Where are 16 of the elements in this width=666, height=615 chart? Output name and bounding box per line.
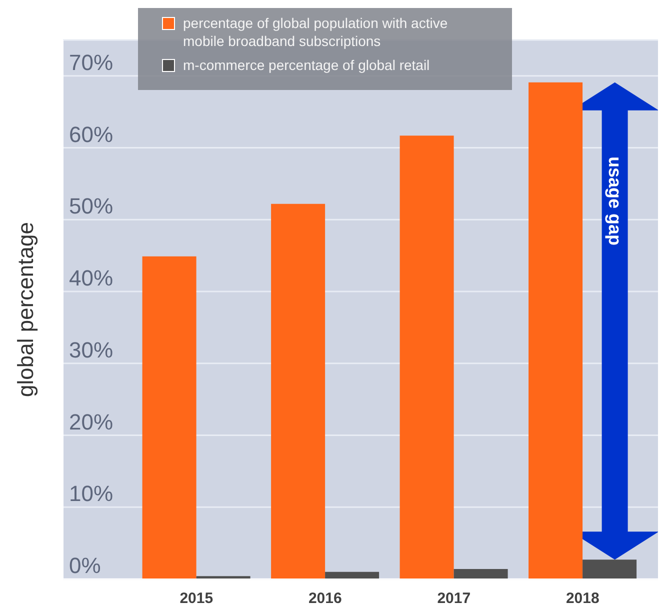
x-tick-label: 2016: [308, 590, 342, 607]
y-tick-label: 50%: [69, 194, 114, 219]
annotation: usage gap: [604, 156, 625, 246]
legend-label: percentage of global population with active mobile broadband subscriptions: [183, 14, 449, 50]
y-tick-label: 70%: [69, 50, 114, 75]
y-tick-label: 20%: [69, 409, 114, 434]
x-tick-label: 2017: [437, 590, 471, 607]
x-tick-label: 2015: [180, 590, 214, 607]
y-tick-label: 60%: [69, 122, 114, 147]
y-axis-title: global percentage: [12, 222, 38, 397]
legend-label: m-commerce percentage of global retail: [183, 56, 430, 74]
y-tick-label: 10%: [69, 481, 114, 506]
y-tick-label: 30%: [69, 337, 114, 362]
y-tick-label: 0%: [69, 553, 101, 578]
x-tick-label: 2018: [566, 590, 600, 607]
y-tick-label: 40%: [69, 266, 114, 291]
